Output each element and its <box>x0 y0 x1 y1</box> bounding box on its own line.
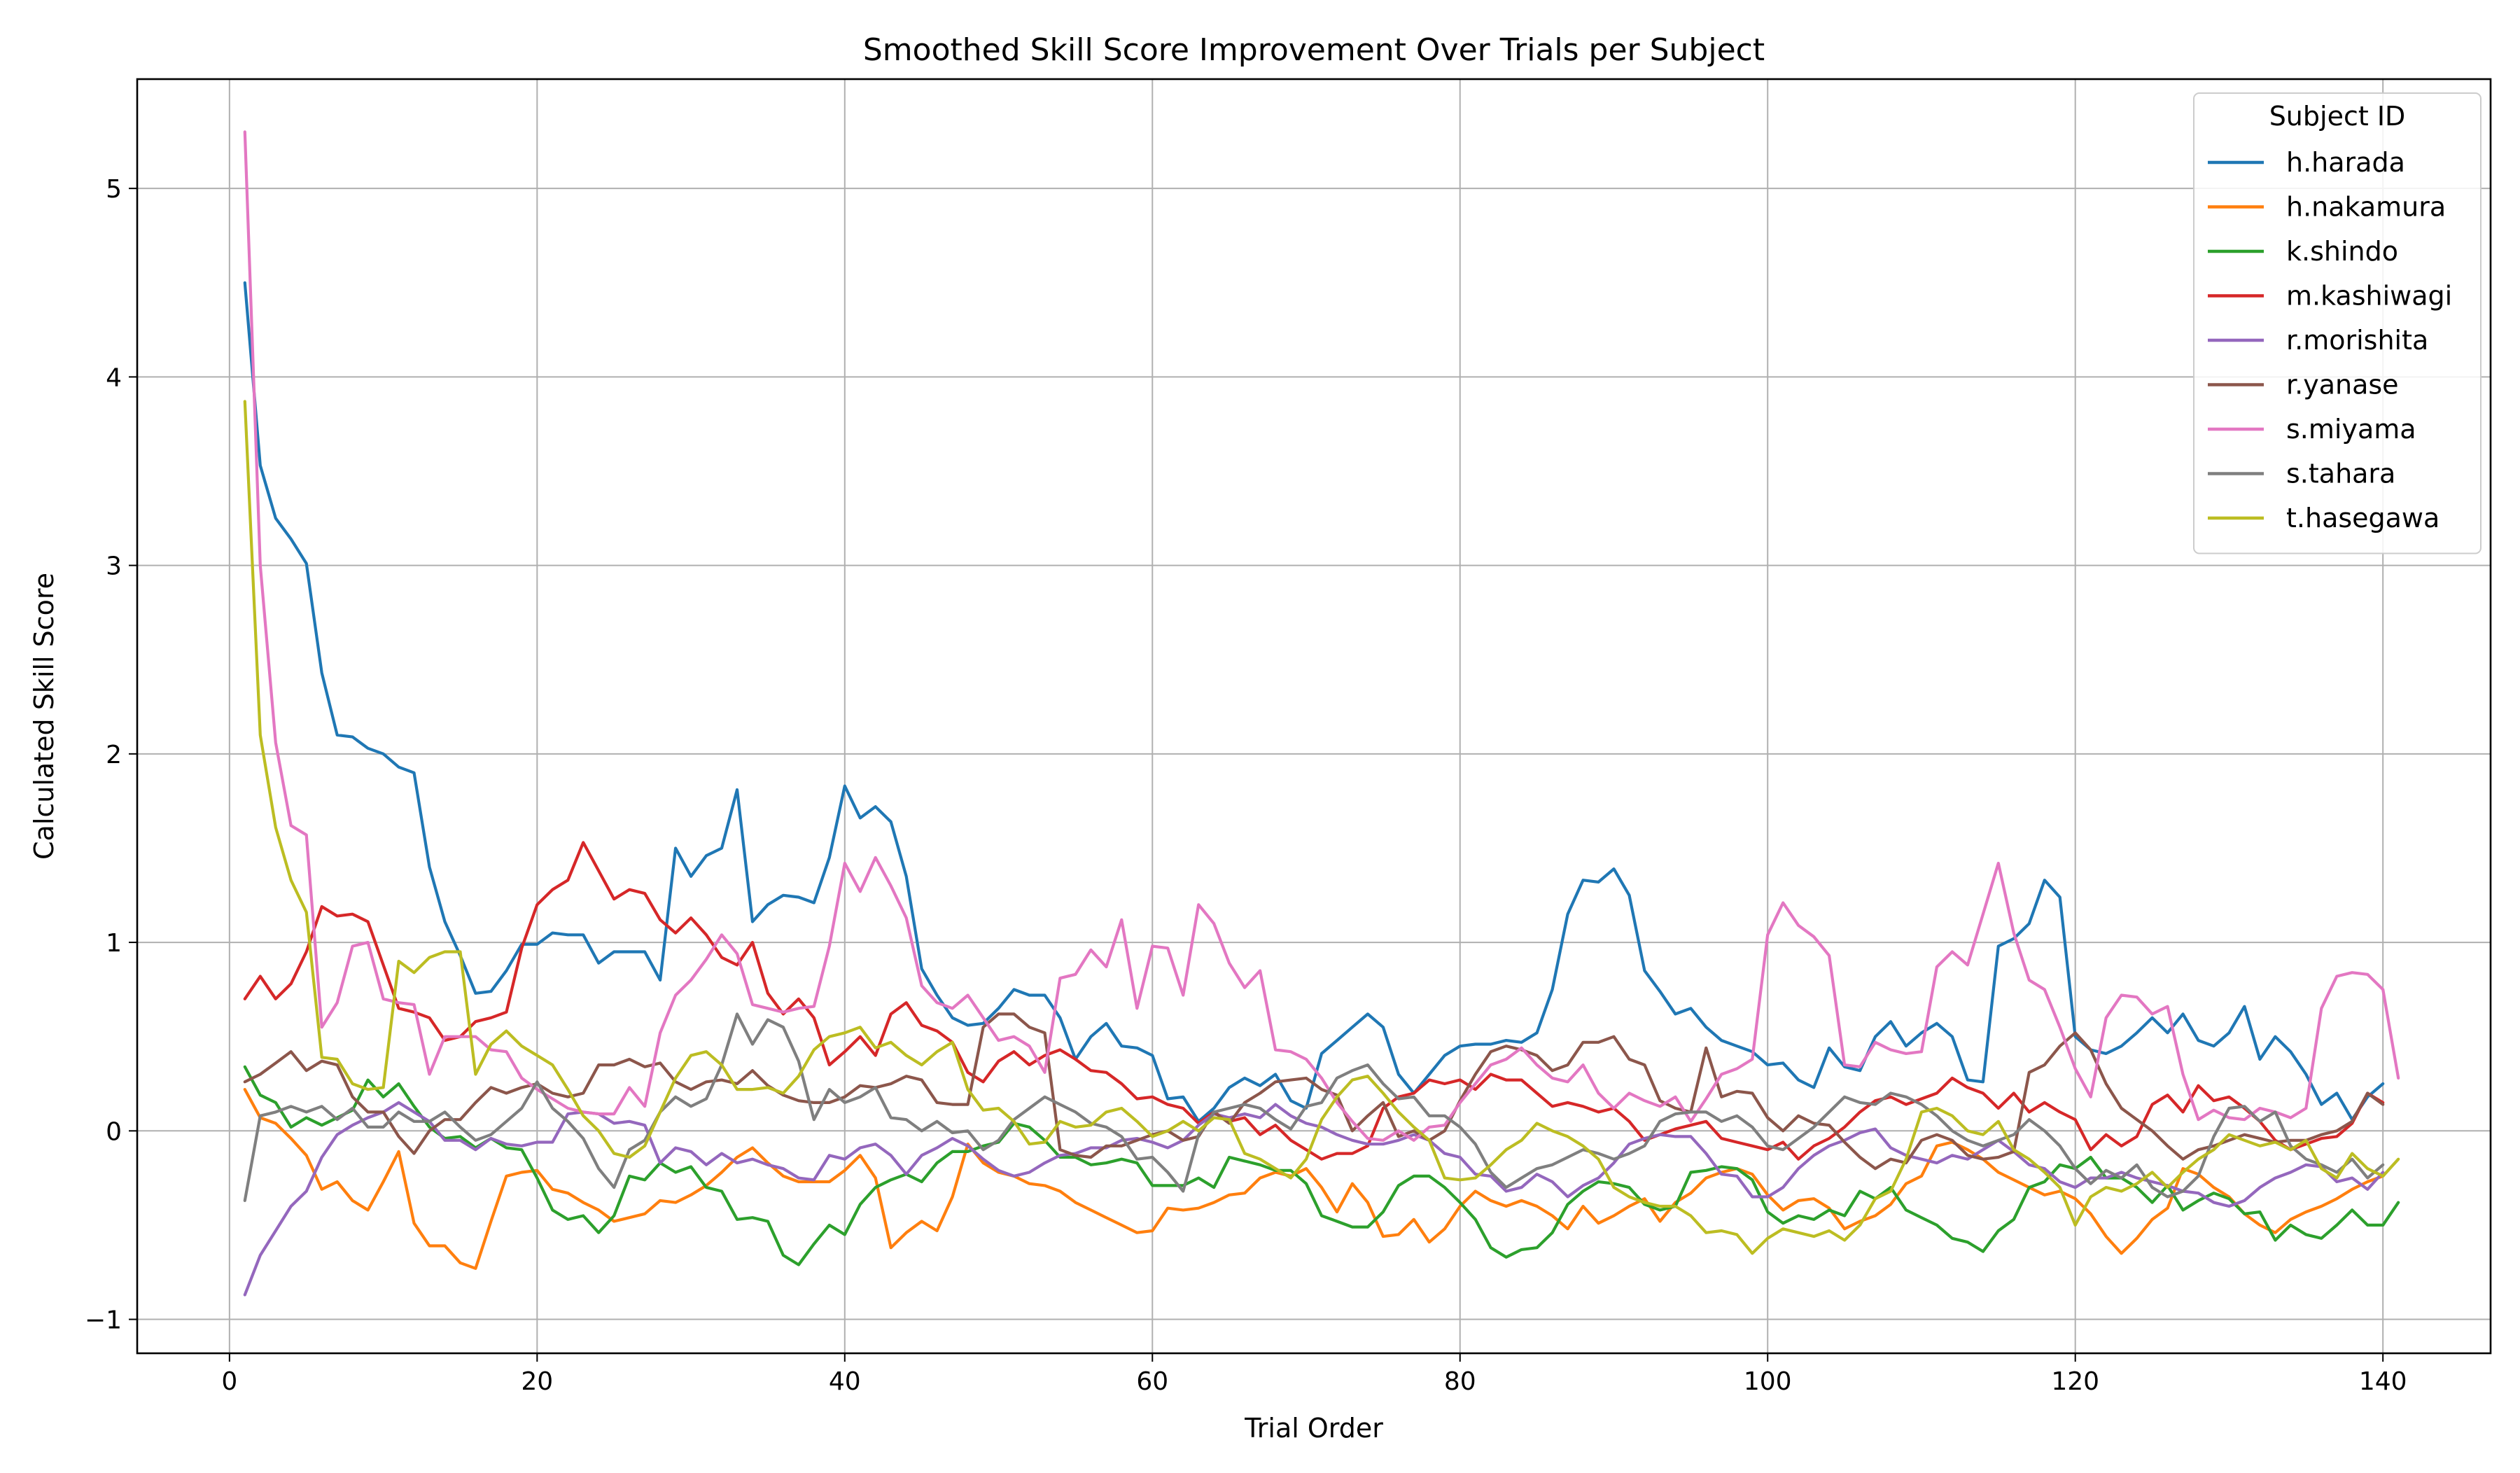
legend-label: t.hasegawa <box>2286 503 2440 533</box>
y-axis-label: Calculated Skill Score <box>29 573 59 860</box>
legend-label: k.shindo <box>2286 236 2398 267</box>
legend-entries: h.harada h.nakamura k.shindo m.kashiwagi r.m… <box>2208 147 2452 533</box>
series-line-h-harada <box>243 281 2385 1123</box>
legend: Subject ID h.harada h.nakamura k.shindo m.k… <box>2193 92 2482 554</box>
x-tick-label: 140 <box>2359 1367 2407 1396</box>
series-line-h-nakamura <box>243 1087 2385 1270</box>
legend-title: Subject ID <box>2269 101 2406 132</box>
x-tick-label: 120 <box>2051 1367 2099 1396</box>
legend-box <box>2193 92 2482 554</box>
y-tick-label: 2 <box>106 741 122 769</box>
series-line-r-morishita <box>243 1101 2385 1297</box>
x-tick-label: 60 <box>1136 1367 1168 1396</box>
axis-ticks: 0 20 40 60 80 100 120 140 −1 0 1 2 3 4 5 <box>85 175 2407 1396</box>
y-tick-label: 3 <box>106 552 122 581</box>
x-tick-label: 80 <box>1444 1367 1476 1396</box>
series-line-s-miyama <box>243 130 2400 1142</box>
x-tick-label: 100 <box>1744 1367 1792 1396</box>
y-tick-label: −1 <box>85 1306 122 1335</box>
legend-label: r.morishita <box>2286 325 2428 356</box>
series-line-m-kashiwagi <box>243 841 2385 1161</box>
y-tick-label: 1 <box>106 929 122 958</box>
legend-label: s.tahara <box>2286 459 2395 489</box>
legend-label: h.harada <box>2286 147 2405 178</box>
x-axis-label: Trial Order <box>1244 1413 1383 1444</box>
series-lines <box>243 130 2400 1297</box>
x-tick-label: 20 <box>521 1367 553 1396</box>
chart-title: Smoothed Skill Score Improvement Over Tr… <box>863 32 1765 68</box>
x-tick-label: 40 <box>829 1367 861 1396</box>
series-line-s-tahara <box>243 1012 2385 1203</box>
series-line-t-hasegawa <box>243 400 2400 1255</box>
legend-label: m.kashiwagi <box>2286 281 2452 312</box>
y-tick-label: 5 <box>106 175 122 204</box>
legend-label: h.nakamura <box>2286 192 2446 223</box>
legend-label: s.miyama <box>2286 414 2416 445</box>
legend-label: r.yanase <box>2286 370 2399 400</box>
series-line-r-yanase <box>243 1012 2385 1171</box>
y-tick-label: 0 <box>106 1117 122 1146</box>
grid <box>137 79 2491 1353</box>
series-line-k-shindo <box>243 1065 2400 1266</box>
y-tick-label: 4 <box>106 363 122 392</box>
x-tick-label: 0 <box>221 1367 237 1396</box>
plot-frame <box>136 78 2492 1355</box>
